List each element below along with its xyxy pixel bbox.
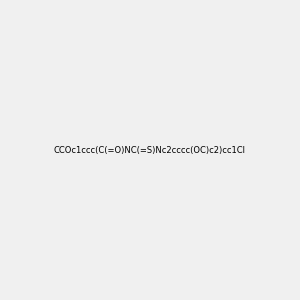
Text: CCOc1ccc(C(=O)NC(=S)Nc2cccc(OC)c2)cc1Cl: CCOc1ccc(C(=O)NC(=S)Nc2cccc(OC)c2)cc1Cl <box>54 146 246 154</box>
